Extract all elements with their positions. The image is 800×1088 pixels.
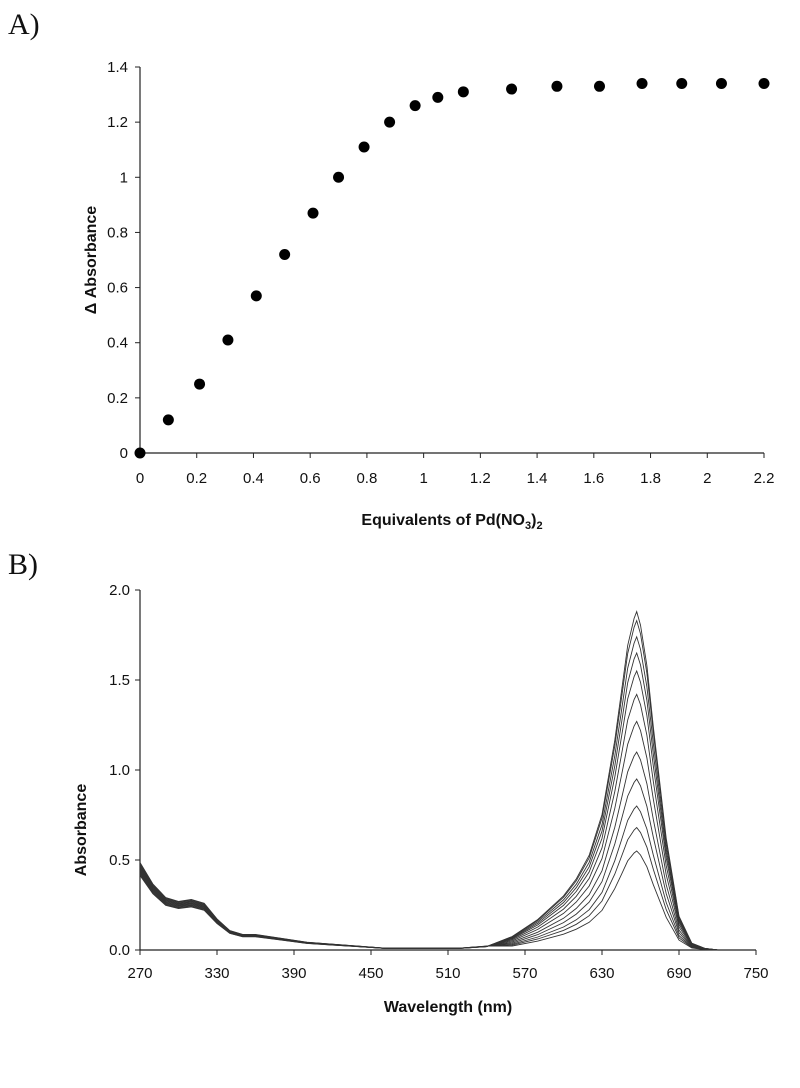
chart-a-y-tick-label: 0 <box>120 445 128 462</box>
chart-a-x-tick-label: 1.4 <box>527 470 548 487</box>
chart-a-y-tick-label: 0.4 <box>107 335 128 352</box>
chart-a-x-tick-label: 0.6 <box>300 470 321 487</box>
chart-a-data-point <box>506 83 518 95</box>
chart-a-y-tick-label: 1.2 <box>107 114 128 131</box>
spectrum-line <box>139 635 718 951</box>
chart-a-data-point <box>432 91 444 103</box>
spectrum-line <box>139 850 718 951</box>
chart-a-data-point <box>162 414 174 426</box>
chart-b-x-tick-label: 510 <box>435 965 460 982</box>
chart-a-x-tick-label: 1.8 <box>640 470 661 487</box>
chart-a-data-point <box>358 141 370 153</box>
chart-b-absorbance-spectra: 0.0 0.5 1.0 1.5 2.0 270 330 390 450 510 570 630 690 7… <box>73 582 769 1016</box>
chart-a-data-point <box>134 447 146 459</box>
panel-a-label: A) <box>8 8 40 41</box>
chart-a-y-tick-label: 1 <box>120 169 128 186</box>
chart-b-y-tick-label: 2.0 <box>109 582 130 599</box>
chart-a-data-point <box>551 80 563 92</box>
chart-a-x-tick-label: 0.2 <box>186 470 207 487</box>
chart-b-x-tick-label: 570 <box>512 965 537 982</box>
chart-a-data-point <box>457 86 469 98</box>
chart-a-x-tick-label: 2 <box>703 470 711 487</box>
chart-a-x-tick-label: 1 <box>419 470 427 487</box>
chart-b-x-tick-label: 750 <box>743 965 768 982</box>
spectrum-line <box>139 778 718 951</box>
chart-a-x-tick-label: 1.2 <box>470 470 491 487</box>
spectrum-line <box>139 610 718 951</box>
chart-a-x-tick-label: 0.8 <box>356 470 377 487</box>
chart-a-data-point <box>676 78 688 90</box>
panel-b-label: B) <box>8 548 38 581</box>
chart-a-titration-scatter: 0 0.2 0.4 0.6 0.8 1 1.2 1.4 0 0.2 0.4 0.6 0.8 1 1.2 1.4… <box>83 59 775 532</box>
chart-a-x-tick-label: 0.4 <box>243 470 264 487</box>
chart-a-data-point <box>715 78 727 90</box>
chart-b-x-tick-label: 390 <box>281 965 306 982</box>
chart-a-data-point <box>222 334 234 346</box>
chart-a-y-tick-label: 1.4 <box>107 59 128 76</box>
chart-b-x-tick-label: 270 <box>127 965 152 982</box>
spectrum-line <box>139 651 718 951</box>
spectrum-line <box>139 751 718 951</box>
chart-a-y-tick-label: 0.8 <box>107 224 128 241</box>
chart-a-x-tick-label: 1.6 <box>583 470 604 487</box>
chart-b-x-tick-label: 330 <box>204 965 229 982</box>
chart-a-data-point <box>279 248 291 260</box>
chart-a-data-point <box>758 78 770 90</box>
chart-a-data-point <box>333 171 345 183</box>
spectrum-line <box>139 669 718 951</box>
chart-a-y-axis-title: Δ Absorbance <box>83 206 100 315</box>
chart-a-x-axis-title: Equivalents of Pd(NO3)2 <box>361 512 542 532</box>
chart-a-y-tick-label: 0.2 <box>107 390 128 407</box>
chart-b-x-tick-label: 630 <box>589 965 614 982</box>
chart-a-data-point <box>250 290 262 302</box>
chart-a-data-point <box>409 100 421 112</box>
chart-b-y-tick-label: 0.0 <box>109 942 130 959</box>
chart-a-data-point <box>307 207 319 219</box>
chart-a-data-point <box>636 78 648 90</box>
chart-b-x-tick-label: 690 <box>666 965 691 982</box>
chart-b-y-tick-label: 0.5 <box>109 852 130 869</box>
chart-a-data-point <box>593 80 605 92</box>
chart-b-x-axis-title: Wavelength (nm) <box>384 999 512 1016</box>
chart-b-y-axis-title: Absorbance <box>73 784 90 877</box>
spectrum-line <box>139 826 718 951</box>
chart-a-y-tick-label: 0.6 <box>107 280 128 297</box>
spectrum-line <box>139 693 718 951</box>
chart-a-data-point <box>384 116 396 128</box>
chart-b-x-tick-label: 450 <box>358 965 383 982</box>
chart-a-x-tick-label: 2.2 <box>754 470 775 487</box>
chart-a-x-tick-label: 0 <box>136 470 144 487</box>
chart-a-data-point <box>194 378 206 390</box>
chart-b-y-tick-label: 1.5 <box>109 672 130 689</box>
chart-b-y-tick-label: 1.0 <box>109 762 130 779</box>
